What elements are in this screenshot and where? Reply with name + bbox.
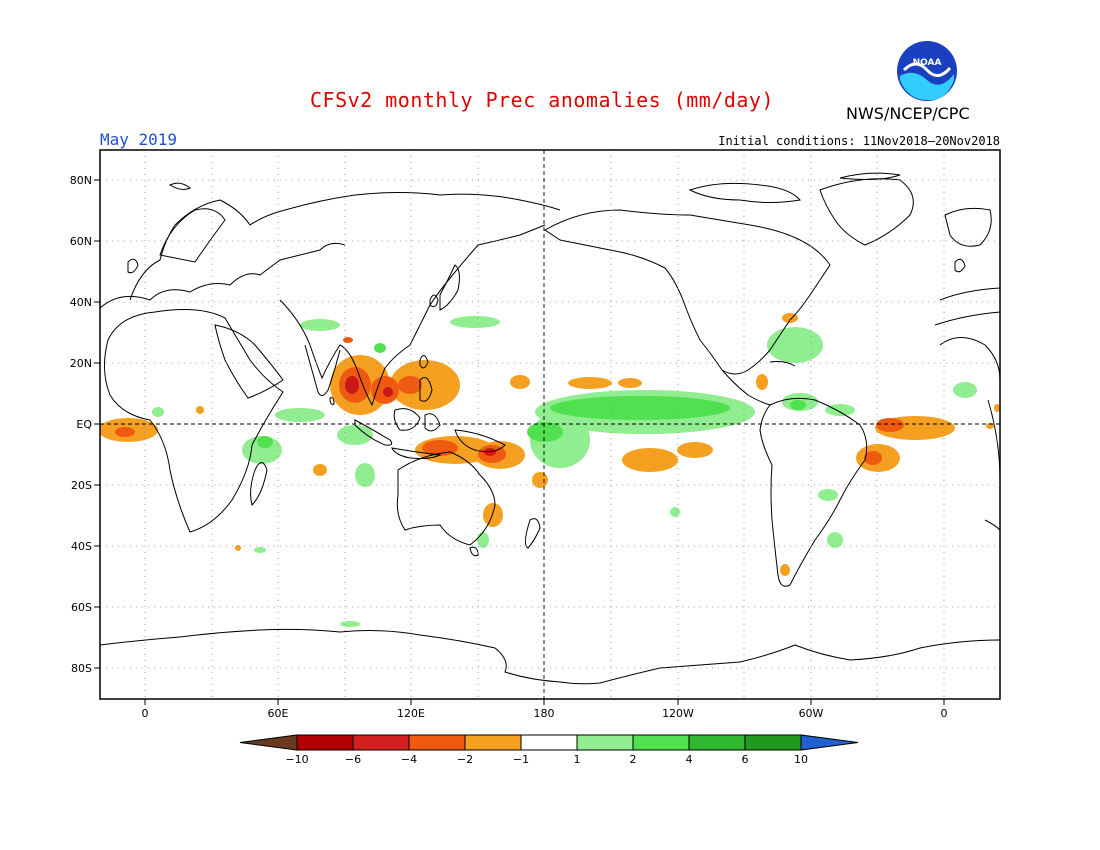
- lat-label: 20S: [71, 479, 92, 492]
- forecast-month: May 2019: [100, 130, 178, 149]
- colorbar-label: −4: [401, 753, 417, 766]
- lon-label: 0: [142, 707, 149, 720]
- lon-label: 180: [534, 707, 555, 720]
- coastlines: [100, 172, 1000, 685]
- colorbar-label: 6: [742, 753, 749, 766]
- lat-label: 60N: [70, 235, 92, 248]
- lat-label: EQ: [76, 418, 92, 431]
- lat-label: 40S: [71, 540, 92, 553]
- anomaly-shading: [100, 313, 1000, 627]
- noaa-logo: NOAA: [896, 40, 958, 102]
- colorbar: −10 −6 −4 −2 −1 1 2 4 6 10: [239, 734, 859, 766]
- colorbar-swatch: [352, 734, 410, 751]
- tick-marks: [94, 179, 945, 705]
- reference-lines: [100, 150, 1000, 699]
- colorbar-swatch: [520, 734, 578, 751]
- lat-label: 60S: [71, 601, 92, 614]
- colorbar-swatch: [632, 734, 690, 751]
- logo-text: NOAA: [913, 58, 942, 68]
- lat-label: 80S: [71, 662, 92, 675]
- lon-label: 60W: [799, 707, 824, 720]
- graticule: [100, 150, 1000, 699]
- colorbar-swatch: [744, 734, 802, 751]
- lon-label: 120E: [397, 707, 425, 720]
- lon-labels: 0 60E 120E 180 120W 60W 0: [142, 707, 948, 720]
- lat-label: 40N: [70, 296, 92, 309]
- lon-label: 120W: [662, 707, 694, 720]
- lat-labels: 80N 60N 40N 20N EQ 20S 40S 60S 80S: [70, 174, 93, 675]
- colorbar-label: −6: [345, 753, 361, 766]
- lat-label: 20N: [70, 357, 92, 370]
- colorbar-swatch: [464, 734, 522, 751]
- lon-label: 0: [941, 707, 948, 720]
- map-title: CFSv2 monthly Prec anomalies (mm/day): [310, 88, 775, 112]
- colorbar-swatch: [688, 734, 746, 751]
- colorbar-label: −2: [457, 753, 473, 766]
- colorbar-label: 2: [630, 753, 637, 766]
- colorbar-label: 4: [686, 753, 693, 766]
- colorbar-arrow-right: [800, 734, 859, 751]
- colorbar-label: −1: [513, 753, 529, 766]
- colorbar-label: 1: [574, 753, 581, 766]
- colorbar-swatch: [296, 734, 354, 751]
- lon-label: 60E: [268, 707, 289, 720]
- agency-label: NWS/NCEP/CPC: [846, 104, 970, 123]
- colorbar-label: −10: [285, 753, 308, 766]
- initial-conditions: Initial conditions: 11Nov2018–20Nov2018: [718, 134, 1000, 148]
- colorbar-swatch: [408, 734, 466, 751]
- colorbar-swatch: [576, 734, 634, 751]
- lat-label: 80N: [70, 174, 92, 187]
- colorbar-label: 10: [794, 753, 808, 766]
- colorbar-arrow-left: [239, 734, 298, 751]
